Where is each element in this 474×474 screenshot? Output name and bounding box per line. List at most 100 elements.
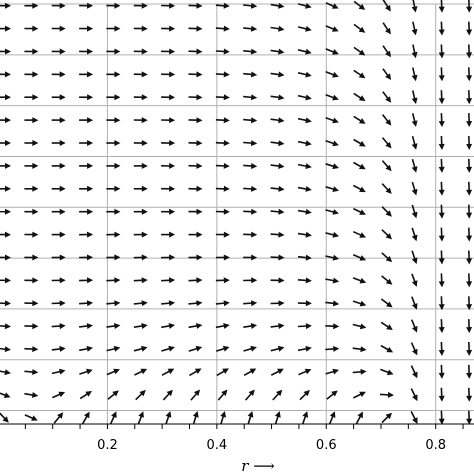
field-arrow <box>106 140 121 146</box>
arrow-head <box>169 25 176 32</box>
arrow-head <box>466 372 473 379</box>
field-arrow <box>161 140 176 146</box>
arrow-head <box>251 185 258 192</box>
field-arrow <box>106 254 121 261</box>
field-arrow <box>106 185 121 192</box>
arrow-head <box>84 411 90 419</box>
arrow-head <box>221 389 228 396</box>
arrow-head <box>114 25 121 32</box>
arrow-head <box>438 418 445 425</box>
field-arrow <box>24 392 39 398</box>
field-arrow <box>161 2 176 9</box>
field-arrow <box>353 69 366 79</box>
field-arrow <box>79 140 94 146</box>
field-arrow <box>411 204 418 219</box>
arrow-head <box>32 300 39 307</box>
field-arrow <box>215 300 230 307</box>
arrow-head <box>114 2 121 9</box>
arrow-head <box>196 208 203 215</box>
field-arrow <box>24 71 39 78</box>
field-arrow <box>215 185 230 192</box>
arrow-head <box>165 411 172 418</box>
arrow-head <box>278 163 285 169</box>
arrow-head <box>114 94 121 101</box>
arrow-head <box>32 254 39 261</box>
arrow-head <box>466 143 473 150</box>
arrow-head <box>114 323 121 329</box>
field-arrow <box>24 300 39 307</box>
arrow-head <box>385 141 392 149</box>
field-arrow <box>270 94 285 101</box>
field-arrow <box>81 411 90 425</box>
arrow-head <box>196 277 203 284</box>
arrow-head <box>412 348 418 356</box>
field-arrow <box>352 323 367 330</box>
field-arrow <box>133 117 148 124</box>
field-arrow <box>188 162 203 169</box>
arrow-head <box>305 345 312 352</box>
field-arrow <box>353 184 366 193</box>
arrow-head <box>223 48 230 55</box>
field-arrow <box>410 342 418 356</box>
arrow-head <box>332 49 339 55</box>
field-arrow <box>297 25 312 32</box>
arrow-head <box>32 140 39 146</box>
arrow-head <box>250 71 258 78</box>
arrow-head <box>250 25 258 32</box>
field-arrow <box>270 2 285 9</box>
field-arrow <box>0 140 11 146</box>
field-arrow <box>466 67 473 82</box>
field-arrow <box>0 392 11 398</box>
arrow-head <box>412 417 418 424</box>
field-arrow <box>297 94 312 101</box>
arrow-head <box>359 323 367 330</box>
field-arrow <box>270 277 285 284</box>
field-arrow <box>215 277 230 284</box>
arrow-head <box>305 94 312 101</box>
x-tick-label: 0.6 <box>316 438 337 453</box>
arrow-head <box>195 345 203 352</box>
arrow-head <box>276 389 283 397</box>
arrow-head <box>223 2 230 9</box>
field-arrow <box>380 344 394 353</box>
arrow-head <box>196 94 203 101</box>
field-arrow <box>411 90 418 105</box>
arrow-head <box>87 208 94 215</box>
arrow-head <box>32 48 39 55</box>
field-arrow <box>0 2 11 9</box>
arrow-head <box>141 48 148 55</box>
arrow-head <box>223 231 230 238</box>
arrow-head <box>305 140 312 147</box>
arrow-head <box>438 372 445 379</box>
field-arrow <box>106 117 121 124</box>
arrow-head <box>114 140 121 146</box>
arrow-head <box>141 300 148 307</box>
field-arrow <box>107 390 119 400</box>
arrow-head <box>411 257 418 265</box>
arrow-head <box>5 140 11 146</box>
arrow-head <box>5 231 11 238</box>
arrow-head <box>141 345 148 352</box>
arrow-head <box>438 304 445 311</box>
field-arrow <box>243 231 258 238</box>
arrow-head <box>193 389 201 396</box>
arrow-head <box>114 185 121 192</box>
field-arrow <box>134 368 148 376</box>
field-arrow <box>133 345 148 352</box>
field-arrow <box>270 368 284 376</box>
field-arrow <box>411 250 418 265</box>
field-arrow <box>326 390 338 400</box>
arrow-head <box>5 117 11 124</box>
arrow-head <box>385 73 392 80</box>
field-arrow <box>106 323 121 329</box>
arrow-head <box>438 349 445 356</box>
field-arrow <box>161 300 176 307</box>
field-arrow <box>381 160 392 172</box>
field-arrow <box>270 48 285 55</box>
arrow-head <box>411 97 418 105</box>
field-arrow <box>215 117 230 124</box>
field-arrow <box>325 186 339 192</box>
arrow-head <box>114 254 121 261</box>
arrow-head <box>196 48 203 55</box>
arrow-head <box>278 94 285 101</box>
